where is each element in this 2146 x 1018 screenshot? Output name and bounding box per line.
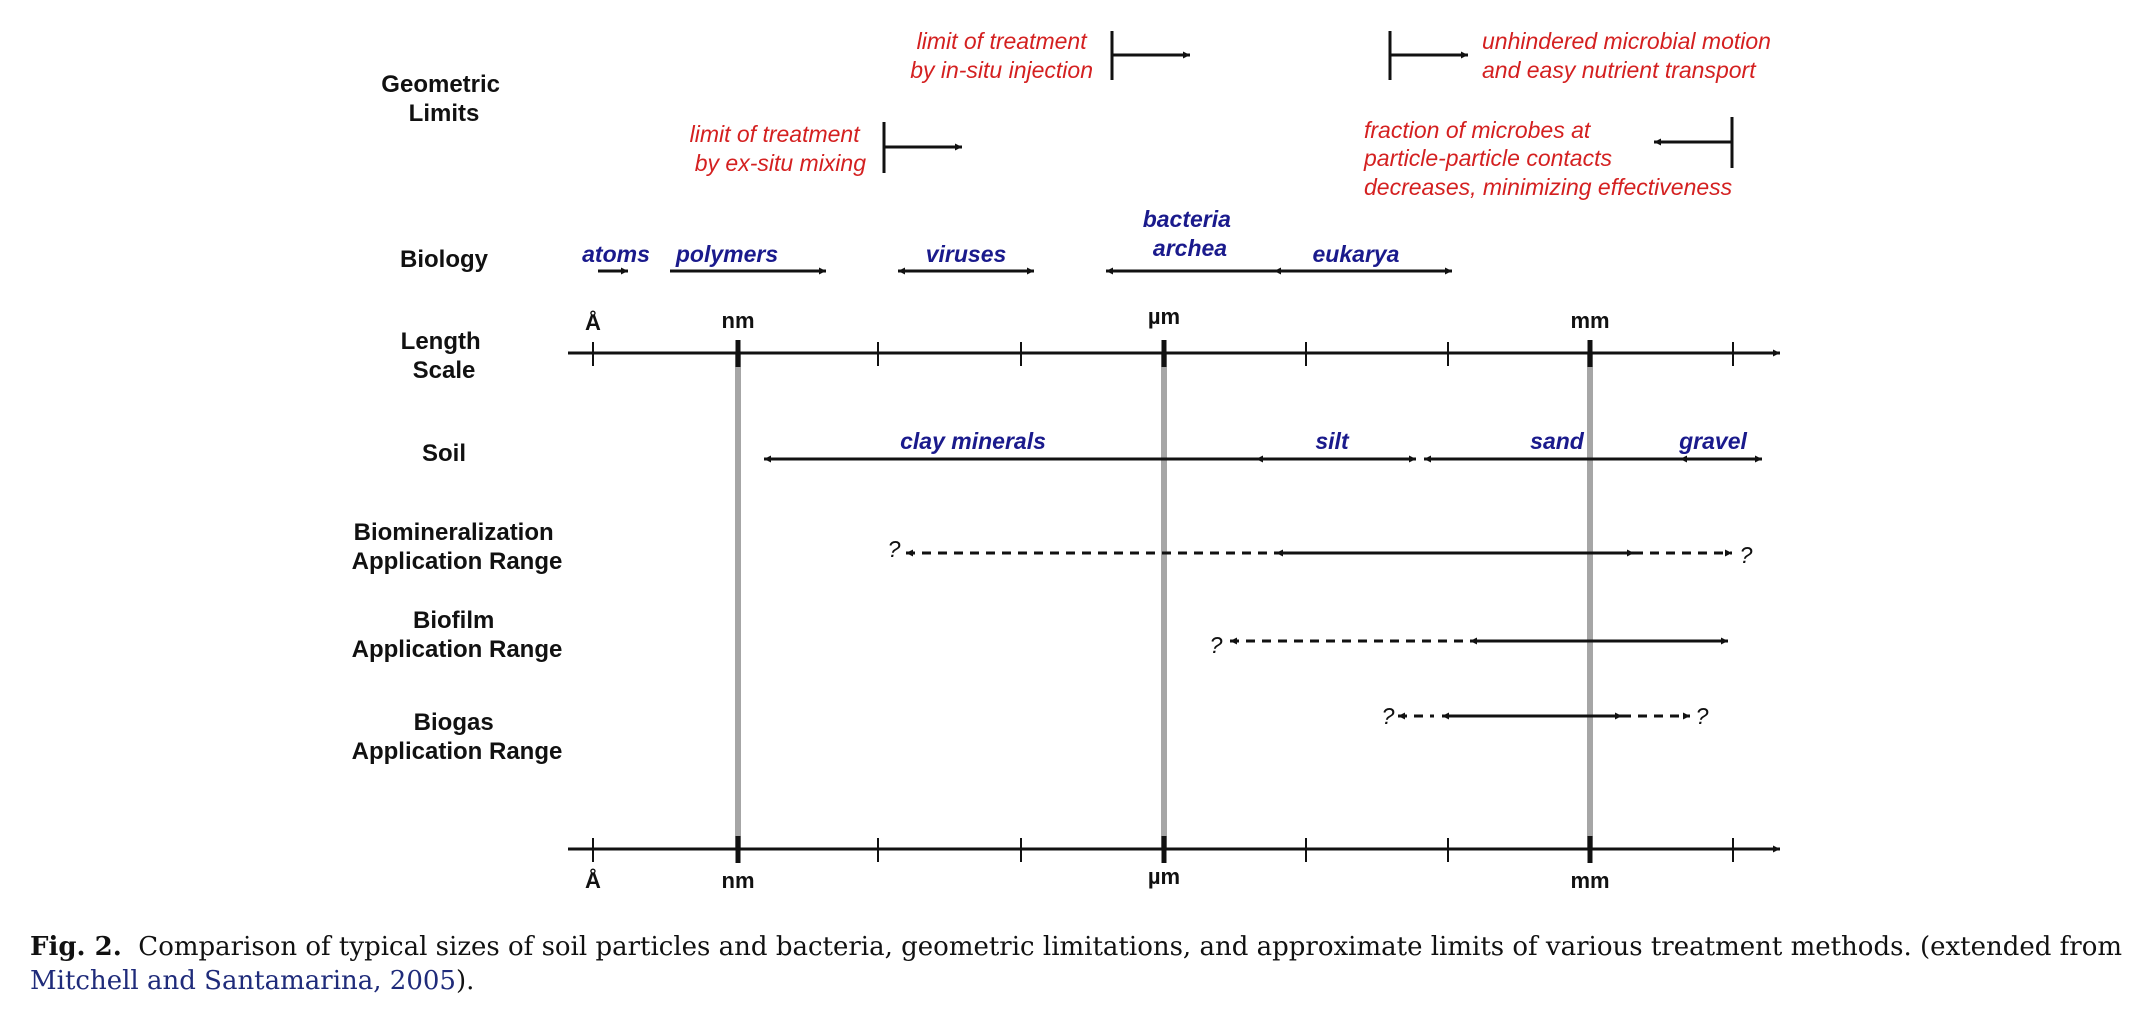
length-scale-axis-top (568, 340, 1780, 367)
caption-text: Comparison of typical sizes of soil part… (138, 932, 2123, 962)
biomin-question-left: ? (888, 536, 901, 562)
soil-label-silt: silt (1315, 428, 1350, 454)
bottom-tick-label-mm: mm (1570, 868, 1609, 893)
figure-caption: Fig. 2. Comparison of typical sizes of s… (30, 930, 2130, 998)
row-label-soil: Soil (422, 440, 466, 467)
limit-insitu-text: limit of treatment by in-situ injection (910, 28, 1093, 83)
bio-label-bacteria-archea: bacteria archea (1143, 206, 1238, 261)
unhindered-motion-text: unhindered microbial motion and easy nut… (1482, 28, 1777, 83)
top-tick-label-mm: mm (1570, 308, 1609, 333)
row-label-biomineralization: Biomineralization Application Range (352, 519, 563, 575)
limit-insitu-marker (1110, 31, 1190, 80)
length-scale-axis-bottom (568, 836, 1780, 863)
soil-label-gravel: gravel (1678, 428, 1747, 454)
biomin-question-right: ? (1740, 542, 1753, 568)
row-label-biogas: Biogas Application Range (352, 709, 563, 765)
bio-label-atoms: atoms (582, 241, 650, 267)
biofilm-question-left: ? (1210, 632, 1223, 658)
top-tick-label-um: µm (1148, 304, 1180, 329)
row-label-length-scale: Length Scale (401, 328, 488, 384)
soil-label-sand: sand (1530, 428, 1585, 454)
limit-exsitu-marker (882, 122, 962, 173)
fraction-microbes-marker (1654, 117, 1734, 168)
bottom-tick-label-nm: nm (722, 868, 755, 893)
bio-label-polymers: polymers (675, 241, 778, 267)
soil-label-clay: clay minerals (900, 428, 1046, 454)
row-label-biofilm: Biofilm Application Range (352, 607, 563, 663)
unhindered-motion-marker (1388, 31, 1468, 80)
bottom-tick-label-um: µm (1148, 864, 1180, 889)
caption-end: ). (455, 966, 475, 996)
limit-exsitu-text: limit of treatment by ex-situ mixing (690, 121, 867, 176)
bio-label-viruses: viruses (926, 241, 1007, 267)
caption-label: Fig. 2. (30, 932, 122, 962)
top-tick-label-nm: nm (722, 308, 755, 333)
top-tick-label-angstrom: Å (585, 309, 601, 335)
biogas-question-left: ? (1382, 703, 1395, 729)
bottom-tick-label-angstrom: Å (585, 867, 601, 893)
row-label-biology: Biology (400, 246, 489, 273)
row-label-geometric-limits: Geometric Limits (381, 71, 506, 127)
bio-label-eukarya: eukarya (1313, 241, 1400, 267)
caption-reference-link[interactable]: Mitchell and Santamarina, 2005 (30, 966, 456, 996)
biogas-question-right: ? (1696, 703, 1709, 729)
fraction-microbes-text: fraction of microbes at particle-particl… (1363, 117, 1733, 200)
